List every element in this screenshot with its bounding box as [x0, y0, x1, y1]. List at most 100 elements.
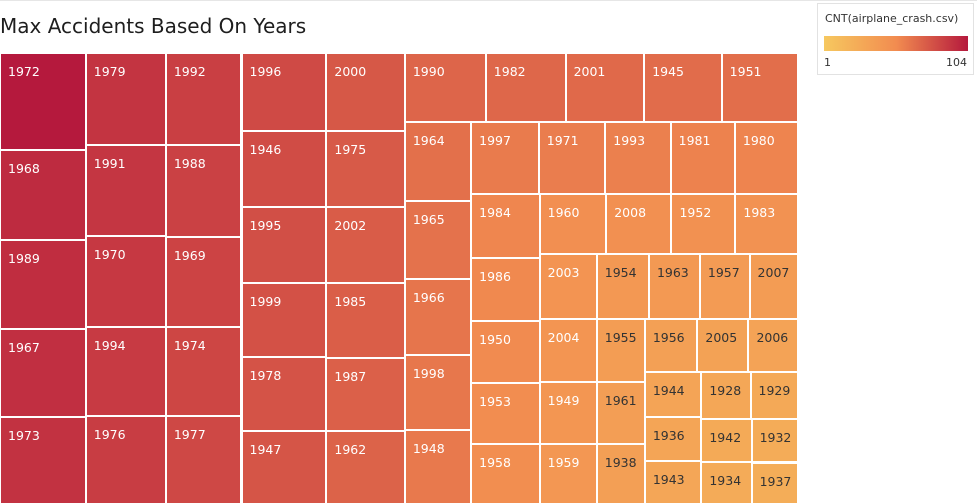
treemap-cell-2003[interactable]: 2003: [539, 253, 597, 319]
treemap-cell-1949[interactable]: 1949: [539, 381, 597, 444]
treemap-cell-1986[interactable]: 1986: [471, 258, 540, 322]
treemap-cell-2006[interactable]: 2006: [748, 318, 798, 372]
treemap-cell-1963[interactable]: 1963: [648, 253, 700, 319]
treemap-cell-2007[interactable]: 2007: [749, 253, 798, 319]
treemap-cell-1970[interactable]: 1970: [85, 236, 166, 327]
treemap-cell-1992[interactable]: 1992: [165, 53, 242, 146]
treemap-cell-1972[interactable]: 1972: [0, 53, 86, 151]
treemap-cell-1959[interactable]: 1959: [539, 443, 597, 504]
treemap-cell-1955[interactable]: 1955: [596, 318, 645, 382]
treemap-cell-1942[interactable]: 1942: [701, 419, 752, 463]
treemap: 1972 1968 1989 1967 1973 1979 1991 1970 1994 1976…: [0, 53, 798, 504]
treemap-cell-1966[interactable]: 1966: [404, 278, 472, 355]
treemap-cell-1934[interactable]: 1934: [701, 462, 752, 504]
treemap-cell-label: 1995: [249, 218, 282, 234]
treemap-cell-label: 1951: [729, 64, 762, 79]
treemap-cell-1995[interactable]: 1995: [241, 207, 327, 283]
treemap-cell-1928[interactable]: 1928: [701, 371, 751, 420]
treemap-cell-1971[interactable]: 1971: [538, 122, 606, 194]
treemap-cell-1954[interactable]: 1954: [596, 253, 649, 319]
treemap-cell-1981[interactable]: 1981: [670, 122, 735, 194]
treemap-cell-2002[interactable]: 2002: [326, 207, 405, 284]
treemap-cell-1943[interactable]: 1943: [644, 461, 702, 504]
treemap-cell-label: 1971: [546, 133, 579, 149]
treemap-cell-1973[interactable]: 1973: [0, 416, 86, 504]
treemap-cell-label: 1991: [93, 156, 126, 172]
treemap-cell-1953[interactable]: 1953: [471, 383, 540, 445]
treemap-cell-1962[interactable]: 1962: [326, 431, 405, 504]
treemap-cell-1993[interactable]: 1993: [605, 122, 671, 194]
treemap-cell-1947[interactable]: 1947: [241, 431, 327, 504]
treemap-cell-1965[interactable]: 1965: [404, 201, 472, 279]
treemap-cell-1988[interactable]: 1988: [165, 145, 242, 237]
treemap-cell-1960[interactable]: 1960: [539, 193, 607, 254]
treemap-cell-1936[interactable]: 1936: [644, 417, 702, 462]
treemap-cell-1994[interactable]: 1994: [85, 326, 166, 416]
treemap-cell-1958[interactable]: 1958: [471, 444, 540, 504]
treemap-cell-label: 1975: [334, 141, 367, 157]
treemap-cell-1978[interactable]: 1978: [241, 357, 327, 432]
treemap-cell-1952[interactable]: 1952: [671, 193, 736, 254]
treemap-cell-1969[interactable]: 1969: [165, 236, 242, 327]
treemap-cell-1984[interactable]: 1984: [471, 193, 540, 259]
treemap-cell-1985[interactable]: 1985: [326, 283, 405, 358]
treemap-cell-1929[interactable]: 1929: [750, 371, 798, 420]
treemap-cell-label: 1966: [412, 289, 445, 305]
treemap-cell-label: 1998: [412, 366, 445, 381]
treemap-cell-2001[interactable]: 2001: [565, 53, 645, 123]
treemap-cell-1945[interactable]: 1945: [644, 53, 722, 123]
treemap-cell-1987[interactable]: 1987: [326, 357, 405, 432]
treemap-cell-1996[interactable]: 1996: [241, 53, 327, 131]
treemap-cell-label: 1968: [8, 161, 40, 177]
treemap-cell-1964[interactable]: 1964: [404, 122, 472, 202]
color-legend[interactable]: CNT(airplane_crash.csv) 1 104: [817, 3, 974, 75]
treemap-cell-label: 1972: [8, 64, 40, 79]
treemap-cell-1975[interactable]: 1975: [326, 130, 405, 208]
treemap-cell-1956[interactable]: 1956: [644, 318, 698, 372]
treemap-cell-2004[interactable]: 2004: [539, 318, 597, 382]
treemap-cell-1974[interactable]: 1974: [165, 326, 242, 416]
treemap-cell-1980[interactable]: 1980: [734, 122, 798, 194]
treemap-cell-label: 1976: [93, 426, 126, 442]
treemap-cell-1961[interactable]: 1961: [596, 382, 645, 444]
treemap-cell-label: 1999: [249, 293, 282, 309]
treemap-cell-label: 2001: [573, 64, 606, 79]
treemap-cell-1997[interactable]: 1997: [471, 122, 539, 194]
treemap-cell-1938[interactable]: 1938: [596, 443, 645, 504]
treemap-cell-1979[interactable]: 1979: [85, 53, 166, 146]
treemap-cell-label: 1967: [8, 340, 40, 356]
treemap-cell-1951[interactable]: 1951: [721, 53, 798, 123]
treemap-cell-1983[interactable]: 1983: [735, 193, 798, 254]
treemap-cell-label: 1953: [479, 394, 511, 410]
treemap-cell-1999[interactable]: 1999: [241, 282, 327, 358]
treemap-cell-label: 2005: [705, 329, 738, 345]
legend-min-label: 1: [824, 56, 831, 69]
treemap-cell-1968[interactable]: 1968: [0, 150, 86, 241]
treemap-cell-label: 1981: [678, 133, 711, 149]
treemap-cell-2005[interactable]: 2005: [697, 318, 749, 372]
treemap-cell-label: 1988: [173, 156, 206, 172]
treemap-cell-label: 1986: [479, 269, 511, 285]
treemap-cell-1998[interactable]: 1998: [404, 355, 472, 431]
treemap-cell-2008[interactable]: 2008: [606, 193, 672, 254]
treemap-cell-1990[interactable]: 1990: [404, 53, 486, 123]
treemap-cell-label: 1977: [173, 426, 206, 442]
treemap-cell-label: 1946: [249, 141, 282, 157]
treemap-cell-1977[interactable]: 1977: [165, 415, 242, 504]
treemap-cell-1950[interactable]: 1950: [471, 321, 540, 384]
treemap-cell-1982[interactable]: 1982: [485, 53, 566, 123]
treemap-cell-1976[interactable]: 1976: [85, 415, 166, 504]
treemap-cell-1946[interactable]: 1946: [241, 130, 327, 208]
treemap-cell-1948[interactable]: 1948: [404, 430, 472, 504]
treemap-cell-2000[interactable]: 2000: [326, 53, 405, 131]
treemap-cell-1932[interactable]: 1932: [751, 419, 798, 463]
treemap-cell-1967[interactable]: 1967: [0, 329, 86, 417]
treemap-cell-1937[interactable]: 1937: [751, 462, 798, 504]
treemap-cell-1957[interactable]: 1957: [699, 253, 750, 319]
treemap-cell-1944[interactable]: 1944: [644, 371, 702, 418]
treemap-cell-1989[interactable]: 1989: [0, 240, 86, 329]
treemap-cell-label: 1973: [8, 427, 40, 443]
treemap-cell-1991[interactable]: 1991: [85, 145, 166, 237]
treemap-cell-label: 1958: [479, 455, 511, 471]
treemap-cell-label: 1987: [334, 368, 367, 384]
